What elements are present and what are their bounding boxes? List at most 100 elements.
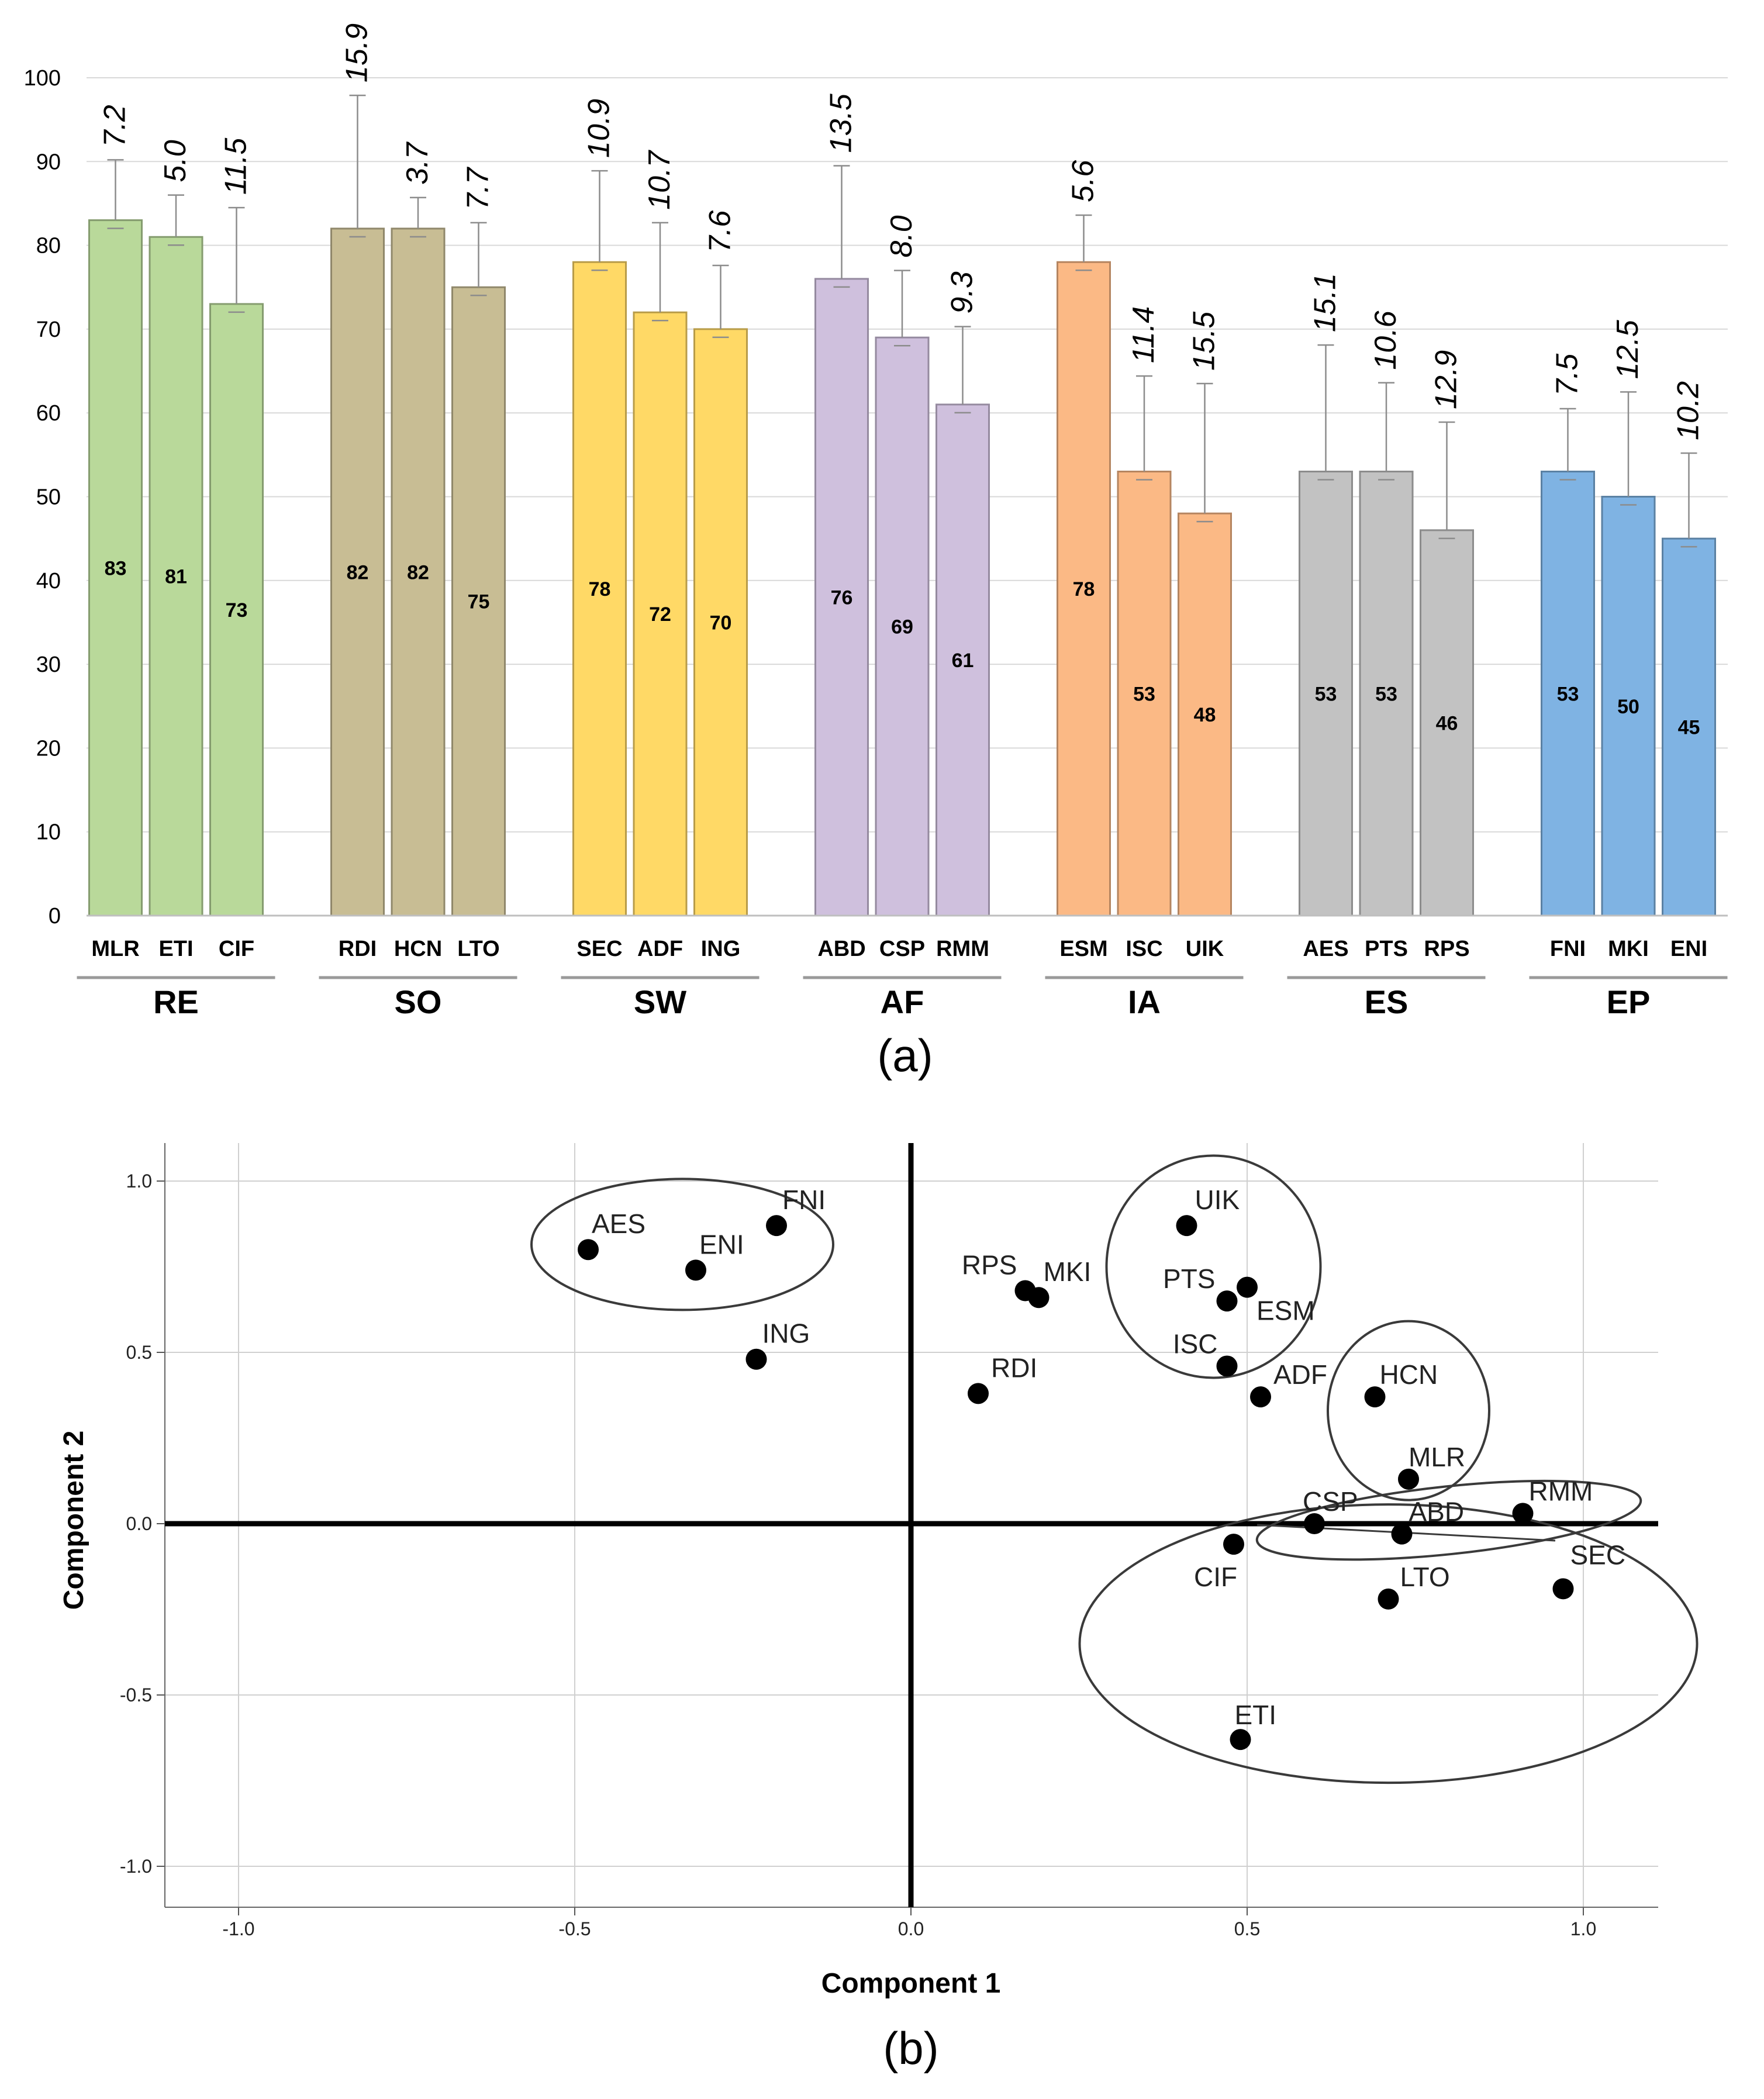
point-CSP (1304, 1513, 1325, 1534)
bar-value-label-ETI: 81 (165, 566, 187, 588)
bar-AES (1299, 471, 1353, 917)
point-label-ABD: ABD (1409, 1497, 1465, 1527)
group-label-ES: ES (1365, 983, 1409, 1020)
sd-label-CIF: 11.5 (219, 137, 253, 195)
category-label-AES: AES (1303, 937, 1348, 961)
y-tick-label-0: 0 (49, 904, 61, 928)
bar-value-label-UIK: 48 (1194, 704, 1216, 726)
sd-label-ISC: 11.4 (1127, 306, 1161, 363)
x-tick-label-0.0: 0.0 (898, 1918, 924, 1939)
y-tick-label-100: 100 (24, 66, 61, 91)
bar-value-label-ABD: 76 (831, 586, 853, 609)
point-label-AES: AES (592, 1209, 645, 1239)
bar-value-label-ISC: 53 (1133, 683, 1155, 705)
group-label-SW: SW (634, 983, 686, 1020)
bar-CIF (209, 303, 264, 917)
bar-chart-panel-a: 0 10 20 30 40 50 60 70 80 90 100 7.2 83 MLR 5.0 81 ETI 11… (24, 23, 1728, 1081)
bar-FNI (1541, 471, 1595, 917)
category-label-MKI: MKI (1608, 937, 1649, 961)
y-axis-title: Component 2 (58, 1431, 89, 1610)
category-label-UIK: UIK (1186, 937, 1224, 961)
y-tick-label-70: 70 (36, 317, 61, 342)
point-ENI (685, 1259, 706, 1281)
cluster-ellipse-aes-eni-fni (530, 1178, 834, 1311)
point-label-HCN: HCN (1380, 1359, 1438, 1390)
y-tick-label-0.0: 0.0 (126, 1513, 152, 1534)
category-label-FNI: FNI (1550, 937, 1586, 961)
x-tick-label-0.5: 0.5 (1234, 1918, 1260, 1939)
sd-label-ENI: 10.2 (1672, 381, 1706, 440)
point-CIF (1223, 1534, 1244, 1555)
bar-ENI (1662, 537, 1716, 917)
point-HCN (1364, 1386, 1386, 1408)
sd-label-ADF: 10.7 (643, 150, 676, 210)
group-label-RE: RE (153, 983, 199, 1020)
y-tick-label-50: 50 (36, 485, 61, 510)
category-label-LTO: LTO (457, 937, 499, 961)
bar-CSP (875, 336, 930, 917)
y-tick-label-30: 30 (36, 653, 61, 677)
sd-label-ESM: 5.6 (1066, 160, 1100, 202)
category-label-ABD: ABD (817, 937, 865, 961)
point-label-ESM: ESM (1256, 1296, 1315, 1326)
y-tick-label-20: 20 (36, 736, 61, 761)
point-label-ADF: ADF (1273, 1359, 1327, 1390)
category-label-ISC: ISC (1126, 937, 1162, 961)
bar-value-label-MLR: 83 (105, 557, 127, 579)
sd-label-ETI: 5.0 (158, 140, 192, 182)
x-axis-title: Component 1 (821, 1968, 1001, 1999)
cluster-ellipse-csp-abd-rmm (1255, 1479, 1642, 1561)
point-LTO (1378, 1588, 1399, 1610)
bar-value-label-RPS: 46 (1436, 712, 1458, 734)
sd-label-CSP: 8.0 (885, 215, 919, 257)
point-ISC (1216, 1355, 1238, 1377)
point-MKI (1028, 1287, 1050, 1309)
sd-label-RDI: 15.9 (340, 23, 374, 82)
point-FNI (766, 1215, 787, 1237)
x-tick-label--1.0: -1.0 (222, 1918, 254, 1939)
point-ETI (1230, 1729, 1251, 1751)
point-AES (578, 1239, 599, 1261)
category-label-RMM: RMM (936, 937, 989, 961)
point-label-RPS: RPS (962, 1250, 1017, 1280)
point-label-LTO: LTO (1400, 1562, 1450, 1592)
bar-value-label-ING: 70 (710, 612, 732, 634)
bar-value-label-RMM: 61 (952, 650, 974, 672)
point-label-ISC: ISC (1173, 1328, 1218, 1359)
point-UIK (1176, 1215, 1197, 1237)
point-label-RDI: RDI (991, 1352, 1037, 1383)
group-label-IA: IA (1128, 983, 1161, 1020)
point-label-RMM: RMM (1529, 1476, 1593, 1506)
sd-label-FNI: 7.5 (1551, 353, 1585, 396)
sd-label-PTS: 10.6 (1369, 310, 1403, 370)
category-label-RDI: RDI (339, 937, 377, 961)
sd-label-LTO: 7.7 (461, 167, 495, 210)
group-label-SO: SO (395, 983, 442, 1020)
point-RDI (968, 1383, 989, 1404)
y-tick-label-80: 80 (36, 234, 61, 258)
bar-ESM (1057, 261, 1111, 917)
point-SEC (1552, 1578, 1574, 1600)
sd-label-ING: 7.6 (703, 210, 737, 253)
category-label-HCN: HCN (394, 937, 442, 961)
y-tick-label-0.5: 0.5 (126, 1342, 152, 1363)
point-RMM (1512, 1503, 1534, 1524)
point-label-ENI: ENI (699, 1229, 744, 1259)
point-label-ING: ING (762, 1318, 810, 1349)
category-label-ING: ING (701, 937, 741, 961)
bar-value-label-LTO: 75 (468, 591, 490, 613)
y-tick-label--0.5: -0.5 (120, 1684, 152, 1706)
scatter-chart-panel-b: -1.0 -0.5 0.0 0.5 1.0 -1.0 -0.5 0.0 0.5 1.0 AES ENI… (58, 1143, 1699, 2074)
bar-ETI (149, 236, 203, 917)
point-MLR (1398, 1468, 1419, 1490)
point-label-ETI: ETI (1235, 1700, 1277, 1730)
y-tick-label-60: 60 (36, 401, 61, 426)
bar-LTO (451, 286, 506, 917)
point-ADF (1250, 1386, 1271, 1408)
point-label-SEC: SEC (1570, 1539, 1626, 1570)
cluster-ellipse-cif-lto-sec-eti (1078, 1503, 1699, 1784)
point-label-UIK: UIK (1195, 1185, 1240, 1215)
category-label-ETI: ETI (158, 937, 193, 961)
point-label-CIF: CIF (1194, 1562, 1237, 1592)
cluster-ellipse-uik-pts-esm-isc (1105, 1154, 1322, 1379)
